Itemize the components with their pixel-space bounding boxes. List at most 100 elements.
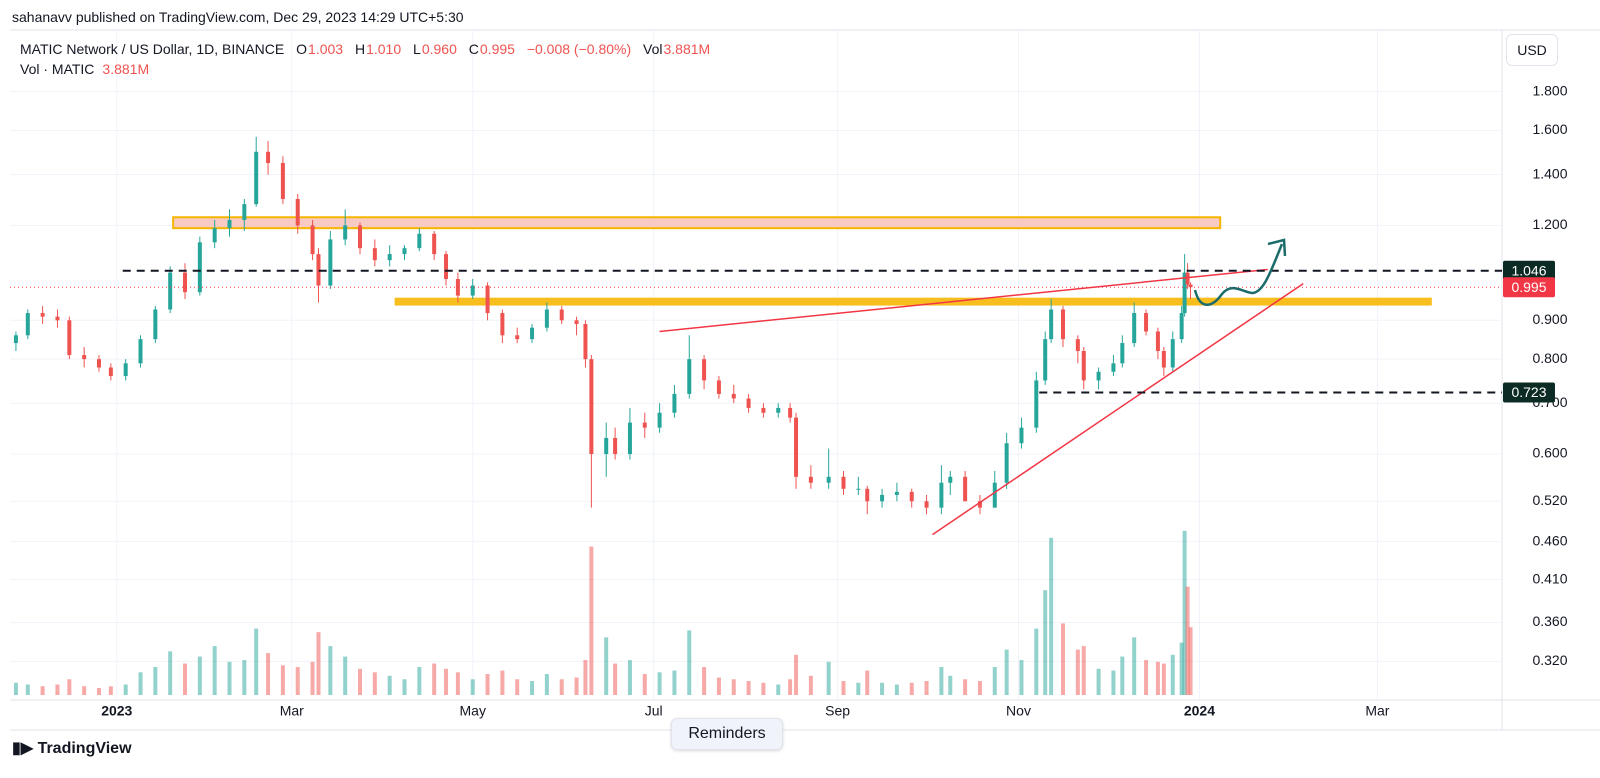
- price-label-bg: [1503, 277, 1555, 298]
- candle-body: [761, 407, 766, 413]
- volume-bar: [583, 660, 588, 695]
- volume-bar: [254, 628, 259, 695]
- candle-body: [402, 248, 407, 255]
- volume-bar: [485, 674, 490, 695]
- candle-body: [544, 309, 549, 328]
- volume-bar: [1019, 660, 1024, 695]
- candle-body: [1161, 351, 1166, 368]
- candle-body: [788, 407, 793, 418]
- candle-body: [444, 254, 449, 280]
- candle-body: [574, 320, 579, 324]
- volume-bar: [880, 682, 885, 695]
- volume-bar: [153, 667, 158, 695]
- volume-bar: [604, 637, 609, 695]
- volume-bar: [328, 646, 333, 695]
- candle-body: [963, 476, 968, 502]
- volume-bar: [992, 667, 997, 695]
- volume-bar: [826, 661, 831, 695]
- volume-bar: [1179, 642, 1184, 695]
- candle-body: [826, 476, 831, 483]
- candle-body: [358, 225, 363, 249]
- candle-body: [1111, 363, 1116, 372]
- volume-bar: [1185, 586, 1190, 695]
- volume-bar: [776, 684, 781, 695]
- candle-body: [856, 488, 861, 490]
- x-tick-label: Jul: [645, 703, 663, 719]
- candle-body: [1120, 343, 1125, 364]
- candle-body: [138, 339, 143, 364]
- candle-body: [485, 285, 490, 314]
- volume-legend: Vol · MATIC 3.881M: [20, 61, 157, 77]
- candle-body: [1182, 272, 1187, 314]
- open-label: O: [296, 41, 308, 57]
- volume-bar: [183, 663, 188, 695]
- candle-body: [417, 233, 422, 249]
- volume-bar: [856, 682, 861, 695]
- candle-body: [589, 359, 594, 455]
- volume-bar: [1182, 530, 1187, 695]
- volume-bar: [242, 660, 247, 695]
- open-value: 1.003: [308, 41, 344, 57]
- candle-body: [310, 225, 315, 255]
- volume-bar: [841, 681, 846, 695]
- candle-body: [687, 359, 692, 394]
- candle-body: [1179, 313, 1184, 340]
- candle-body: [604, 437, 609, 455]
- close-value: 0.995: [479, 41, 515, 57]
- price-label-bg: [1503, 260, 1555, 281]
- volume-bar: [295, 667, 300, 695]
- candle-body: [642, 422, 647, 428]
- candle-body: [746, 398, 751, 408]
- candle-body: [280, 162, 285, 200]
- arrow-head: [1267, 238, 1287, 257]
- volume-bar: [808, 675, 813, 695]
- volume-bar: [227, 661, 232, 695]
- candle-body: [1075, 339, 1080, 352]
- x-tick-label: Mar: [280, 703, 304, 719]
- candle-body: [183, 272, 188, 293]
- candle-body: [67, 320, 72, 356]
- currency-button[interactable]: USD: [1506, 34, 1558, 66]
- volume-bar: [1132, 637, 1137, 695]
- price-label: 0.723: [1511, 384, 1546, 400]
- candle-body: [657, 412, 662, 428]
- y-tick-label: 0.800: [1532, 350, 1567, 366]
- vol-series-value: 3.881M: [102, 61, 150, 77]
- y-tick-label: 0.460: [1532, 532, 1567, 548]
- reminders-button[interactable]: Reminders: [671, 718, 783, 750]
- price-label: 0.995: [1511, 279, 1546, 295]
- y-tick-label: 0.520: [1532, 492, 1567, 508]
- candle-body: [40, 313, 45, 317]
- volume-bar: [25, 684, 30, 695]
- candle-body: [343, 225, 348, 240]
- candle-body: [500, 313, 505, 336]
- y-tick-label: 1.400: [1532, 165, 1567, 181]
- volume-bar: [627, 660, 632, 695]
- volume-bar: [55, 684, 60, 695]
- candle-body: [455, 279, 460, 296]
- volume-bar: [1161, 663, 1166, 695]
- zone: [394, 297, 1432, 306]
- volume-bar: [1188, 627, 1193, 695]
- volume-bar: [672, 670, 677, 695]
- candle-body: [1155, 331, 1160, 352]
- candle-body: [1096, 371, 1101, 381]
- x-tick-label: 2024: [1184, 703, 1215, 719]
- volume-bar: [1004, 649, 1009, 695]
- y-tick-label: 0.410: [1532, 570, 1567, 586]
- candle-body: [992, 482, 997, 508]
- candle-body: [894, 491, 899, 495]
- volume-bar: [1120, 656, 1125, 695]
- candle-body: [1043, 339, 1048, 381]
- volume-bar: [470, 679, 475, 695]
- candle-body: [295, 199, 300, 226]
- vol-value: 3.881M: [663, 41, 711, 57]
- volume-bar: [280, 665, 285, 695]
- volume-bar: [613, 663, 618, 695]
- candle-body: [432, 233, 437, 255]
- volume-bar: [939, 667, 944, 695]
- candle-body: [909, 491, 914, 502]
- candle-body: [316, 254, 321, 286]
- volume-bar: [515, 679, 520, 695]
